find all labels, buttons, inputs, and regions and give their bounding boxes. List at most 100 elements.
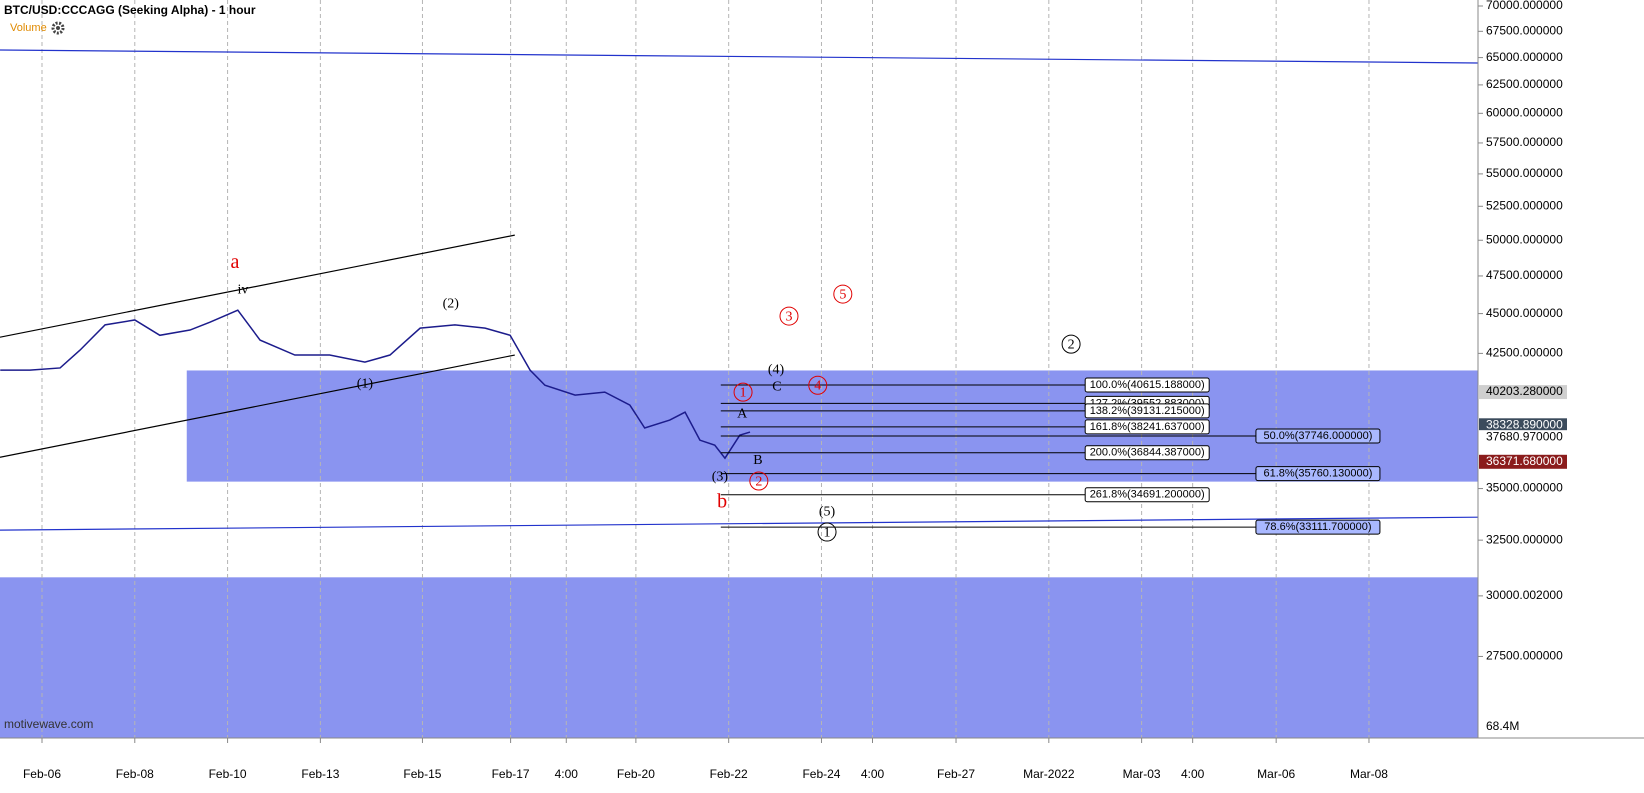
wave-label: 5 [839, 287, 846, 302]
wave-label: b [717, 491, 727, 513]
y-tick-label: 32500.000000 [1486, 532, 1563, 546]
x-tick-label: Feb-22 [710, 767, 748, 781]
wave-label: 1 [824, 525, 831, 540]
wave-label: A [737, 406, 748, 421]
zone [186, 370, 1479, 482]
x-tick-label: 4:00 [555, 767, 579, 781]
price-marker [1479, 454, 1567, 469]
lines [0, 49, 1479, 531]
x-tick-label: Feb-15 [403, 767, 441, 781]
wave-circle [817, 522, 837, 542]
trend-line [0, 354, 515, 458]
wave-circle [779, 306, 799, 326]
x-tick-label: Mar-06 [1257, 767, 1295, 781]
price [0, 309, 751, 460]
x-tick-label: Feb-17 [492, 767, 530, 781]
fib-label: 161.8%(38241.637000) [1090, 421, 1205, 433]
fib-box [1084, 419, 1210, 435]
y-tick-label: 65000.000000 [1486, 50, 1563, 64]
wave-circle [808, 375, 828, 395]
price-marker [1479, 418, 1567, 433]
wave-label: a [231, 251, 240, 273]
y-tick-label: 57500.000000 [1486, 135, 1563, 149]
price-line [0, 309, 751, 460]
wave-label: B [753, 453, 762, 468]
x-tick-label: Feb-20 [617, 767, 655, 781]
zone [0, 577, 1478, 738]
wave-label: 1 [740, 385, 747, 400]
x-tick-label: Mar-03 [1123, 767, 1161, 781]
wave-label: 2 [755, 474, 762, 489]
y-tick-label: 67500.000000 [1486, 23, 1563, 37]
wave-label: (2) [443, 296, 460, 311]
x-tick-label: Feb-10 [209, 767, 247, 781]
trend-line [0, 516, 1479, 531]
y-tick-label: 27500.000000 [1486, 649, 1563, 663]
wave-label: (4) [768, 362, 785, 377]
chart-title: BTC/USD:CCCAGG (Seeking Alpha) - 1 hour [4, 3, 256, 17]
wave-label: iv [237, 282, 248, 297]
x-tick-label: Mar-08 [1350, 767, 1388, 781]
fib-label: 78.6%(33111.700000) [1264, 521, 1371, 533]
fib-label: 200.0%(36844.387000) [1090, 447, 1205, 459]
fib-box [1255, 519, 1381, 535]
y-tick-label: 50000.000000 [1486, 232, 1563, 246]
indicator-label: Volume [10, 22, 47, 34]
x-tick-label: Mar-2022 [1023, 767, 1075, 781]
trend-line [0, 49, 1479, 64]
price-marker [1479, 430, 1567, 445]
wave-label: C [772, 379, 781, 394]
y-tick-label: 70000.000000 [1486, 0, 1563, 12]
zones [0, 370, 1479, 738]
y-tick-label: 35000.000000 [1486, 481, 1563, 495]
trend-line [0, 234, 515, 338]
x-tick-label: Feb-08 [116, 767, 154, 781]
wave-label: (1) [357, 376, 374, 391]
volume-label: 68.4M [1486, 719, 1519, 733]
fib-label: 261.8%(34691.200000) [1090, 489, 1205, 501]
x-tick-label: Feb-06 [23, 767, 61, 781]
wave-circle [1061, 334, 1081, 354]
fib: 100.0%(40615.188000)127.2%(39552.883000)… [720, 377, 1381, 535]
wave-circle [733, 382, 753, 402]
wave-label: (3) [712, 469, 729, 484]
price-marker-label: 37680.970000 [1486, 429, 1563, 443]
x-tick-label: Feb-27 [937, 767, 975, 781]
fib-box [1255, 466, 1381, 482]
axes: Feb-06 Feb-08 Feb-10 Feb-13 Feb-15 Feb-17 4:00… [23, 0, 1567, 781]
fib-label: 138.2%(39131.215000) [1090, 405, 1205, 417]
fib-label: 50.0%(37746.000000) [1263, 430, 1372, 442]
wave-label: (5) [819, 504, 836, 519]
settings-icon[interactable] [51, 21, 65, 35]
wave-label: 3 [785, 309, 792, 324]
price-marker [1479, 385, 1567, 400]
y-tick-label: 60000.000000 [1486, 105, 1563, 119]
fib-box [1084, 377, 1210, 393]
y-tick-label: 45000.000000 [1486, 306, 1563, 320]
price-marker-label: 40203.280000 [1486, 384, 1563, 398]
y-tick-label: 42500.000000 [1486, 346, 1563, 360]
wave-label: 4 [814, 378, 821, 393]
grid [41, 0, 1370, 738]
wave-label: 2 [1068, 337, 1075, 352]
wave-circle [749, 471, 769, 491]
fib-box [1255, 428, 1381, 444]
x-tick-label: Feb-24 [802, 767, 840, 781]
y-tick-label: 62500.000000 [1486, 77, 1563, 91]
price-marker-label: 38328.890000 [1486, 417, 1563, 431]
y-tick-label: 55000.000000 [1486, 166, 1563, 180]
fib-label: 100.0%(40615.188000) [1090, 379, 1205, 391]
wave-circle [833, 284, 853, 304]
fib-box [1084, 445, 1210, 461]
x-tick-label: 4:00 [861, 767, 885, 781]
y-tick-label: 52500.000000 [1486, 198, 1563, 212]
y-tick-label: 30000.002000 [1486, 588, 1563, 602]
x-tick-label: 4:00 [1181, 767, 1205, 781]
annotations: a iv (2) (1) b (3) (4) C A B (5) 1 2 3 4 5 1 2 [231, 251, 1081, 542]
fib-box [1084, 403, 1210, 419]
fib-label: 61.8%(35760.130000) [1263, 468, 1372, 480]
fib-box [1084, 487, 1210, 503]
watermark: motivewave.com [4, 717, 93, 731]
x-tick-label: Feb-13 [301, 767, 339, 781]
